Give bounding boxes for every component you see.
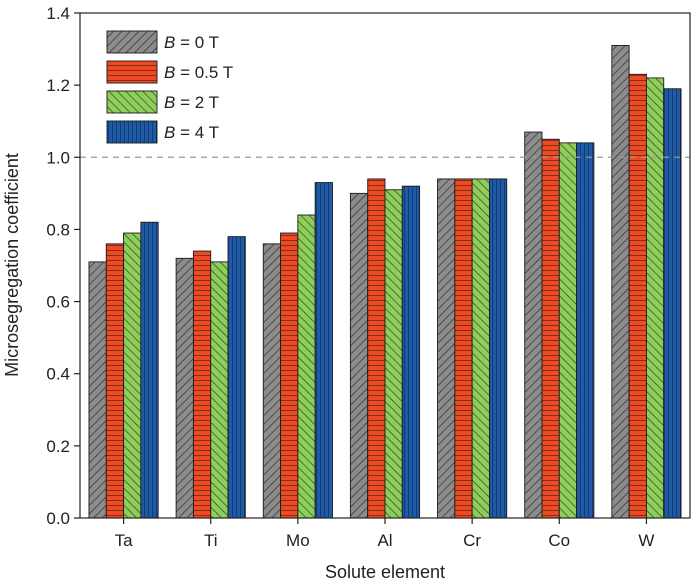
bars-group	[88, 45, 682, 519]
x-tick-label-mo: Mo	[286, 531, 310, 550]
x-tick-label-w: W	[638, 531, 654, 550]
y-tick-label: 1.4	[46, 4, 70, 23]
y-tick-label: 0.4	[46, 365, 70, 384]
bar-ti-series-4	[227, 236, 246, 519]
bar-co-series-1	[524, 131, 543, 519]
bar-ti-series-3	[210, 261, 229, 519]
bar-co-series-3	[558, 142, 578, 519]
legend-swatch-series-2	[106, 60, 158, 84]
bar-cr-series-4	[488, 178, 508, 519]
y-tick-labels: 0.0 0.2 0.4 0.6 0.8 1.0 1.2 1.4	[46, 4, 80, 528]
bar-ta-series-4	[140, 221, 159, 519]
bar-w-series-1	[611, 45, 630, 519]
bar-co-series-2	[541, 138, 560, 519]
x-tick-label-ta: Ta	[115, 531, 134, 550]
bar-w-series-4	[663, 88, 682, 519]
y-tick-label: 0.0	[46, 509, 70, 528]
bar-ti-series-1	[175, 257, 194, 519]
bar-mo-series-4	[314, 182, 333, 519]
y-tick-label: 0.8	[46, 220, 70, 239]
x-axis-title: Solute element	[325, 562, 445, 582]
bar-ta-series-3	[123, 232, 142, 519]
bar-w-series-3	[645, 77, 665, 519]
x-tick-label-al: Al	[377, 531, 392, 550]
bar-al-series-4	[401, 185, 421, 519]
bar-cr-series-1	[437, 178, 456, 519]
y-tick-label: 0.2	[46, 437, 70, 456]
legend-swatch-series-4	[106, 120, 158, 144]
bar-al-series-1	[349, 192, 369, 519]
y-tick-label: 0.6	[46, 293, 70, 312]
bar-mo-series-2	[280, 232, 299, 519]
legend: B = 0 T B = 0.5 T B = 2 T B = 4 T	[106, 30, 233, 144]
y-tick-label: 1.0	[46, 148, 70, 167]
legend-label-series-3: B = 2 T	[164, 93, 219, 112]
legend-swatch-series-1	[106, 30, 158, 54]
x-tick-label-co: Co	[548, 531, 570, 550]
bar-mo-series-3	[297, 214, 316, 519]
legend-label-series-2: B = 0.5 T	[164, 63, 233, 82]
y-axis-title: Microsegregation coefficient	[2, 153, 22, 377]
legend-swatch-series-3	[106, 90, 158, 114]
bar-cr-series-3	[471, 178, 490, 519]
bar-ta-series-2	[105, 243, 125, 519]
bar-cr-series-2	[454, 178, 473, 519]
bar-al-series-2	[367, 178, 386, 519]
bar-w-series-2	[628, 73, 647, 519]
bar-mo-series-1	[262, 243, 282, 519]
x-tick-label-ti: Ti	[204, 531, 218, 550]
bar-al-series-3	[384, 189, 403, 519]
bar-ti-series-2	[192, 250, 212, 519]
x-tick-labels: Ta Ti Mo Al Cr Co W	[115, 518, 654, 550]
bar-co-series-4	[576, 142, 595, 519]
legend-label-series-4: B = 4 T	[164, 123, 219, 142]
y-tick-label: 1.2	[46, 76, 70, 95]
x-tick-label-cr: Cr	[463, 531, 481, 550]
legend-label-series-1: B = 0 T	[164, 33, 219, 52]
bar-ta-series-1	[88, 261, 107, 519]
